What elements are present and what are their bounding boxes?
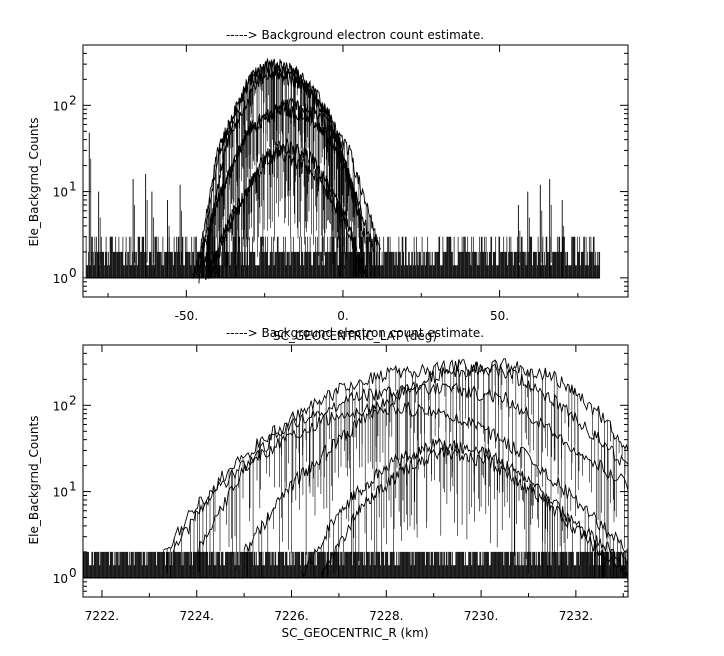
x-tick-label-0: -50. — [175, 309, 198, 323]
series-line-5 — [319, 446, 629, 582]
y-tick-exponent-0: 0 — [69, 266, 77, 280]
y-tick-exponent-2: 2 — [69, 93, 77, 107]
top-chart-title: -----> Background electron count estimat… — [226, 28, 484, 42]
x-tick-label-0: 7222. — [85, 609, 119, 623]
y-tick-exponent-0: 0 — [69, 566, 77, 580]
y-tick-label-2: 10 — [53, 399, 68, 413]
top-y-axis-label: Ele_Backgrnd_Counts — [27, 118, 41, 247]
top-plot-frame — [82, 44, 629, 298]
series-line-6 — [204, 146, 366, 281]
top-x-axis-label: SC_GEOCENTRIC_LAT (deg) — [273, 329, 437, 343]
x-tick-label-1: 7224. — [180, 609, 214, 623]
series-fill-4 — [305, 438, 629, 578]
y-tick-label-2: 10 — [53, 99, 68, 113]
y-tick-label-1: 10 — [53, 186, 68, 200]
bottom-series-group — [163, 358, 629, 582]
bottom-x-axis-label: SC_GEOCENTRIC_R (km) — [282, 626, 429, 640]
bottom-y-axis-label: Ele_Backgrnd_Counts — [27, 416, 41, 545]
series-fill-5 — [214, 141, 366, 278]
y-tick-label-1: 10 — [53, 486, 68, 500]
y-tick-exponent-1: 1 — [69, 480, 77, 494]
bottom-chart: -----> Background electron count estimat… — [27, 326, 629, 640]
series-line-4 — [195, 100, 375, 276]
y-tick-label-0: 10 — [53, 572, 68, 586]
series-fill-6 — [208, 149, 362, 278]
top-x-ticks: -50. 0. 50. — [107, 45, 579, 323]
series-line-3 — [163, 401, 629, 552]
x-tick-label-4: 7230. — [464, 609, 498, 623]
series-line-2 — [172, 382, 629, 554]
series-line-1 — [196, 359, 629, 559]
x-tick-label-5: 7232. — [559, 609, 593, 623]
x-tick-label-1: 0. — [337, 309, 348, 323]
x-tick-label-3: 7228. — [369, 609, 403, 623]
bottom-x-ticks: 7222. 7224. 7226. 7228. 7230. 7232. — [85, 345, 624, 623]
y-tick-exponent-2: 2 — [69, 393, 77, 407]
x-tick-label-2: 7226. — [274, 609, 308, 623]
bottom-chart-title: -----> Background electron count estimat… — [226, 326, 484, 340]
series-line-0 — [243, 358, 629, 552]
top-series-group — [88, 58, 565, 284]
y-tick-label-0: 10 — [53, 272, 68, 286]
series-line-4 — [300, 437, 629, 579]
top-chart: -----> Background electron count estimat… — [27, 28, 629, 343]
y-tick-exponent-1: 1 — [69, 180, 77, 194]
bottom-plot-frame — [82, 344, 629, 598]
x-tick-label-2: 50. — [490, 309, 509, 323]
series-fill-5 — [324, 448, 617, 578]
